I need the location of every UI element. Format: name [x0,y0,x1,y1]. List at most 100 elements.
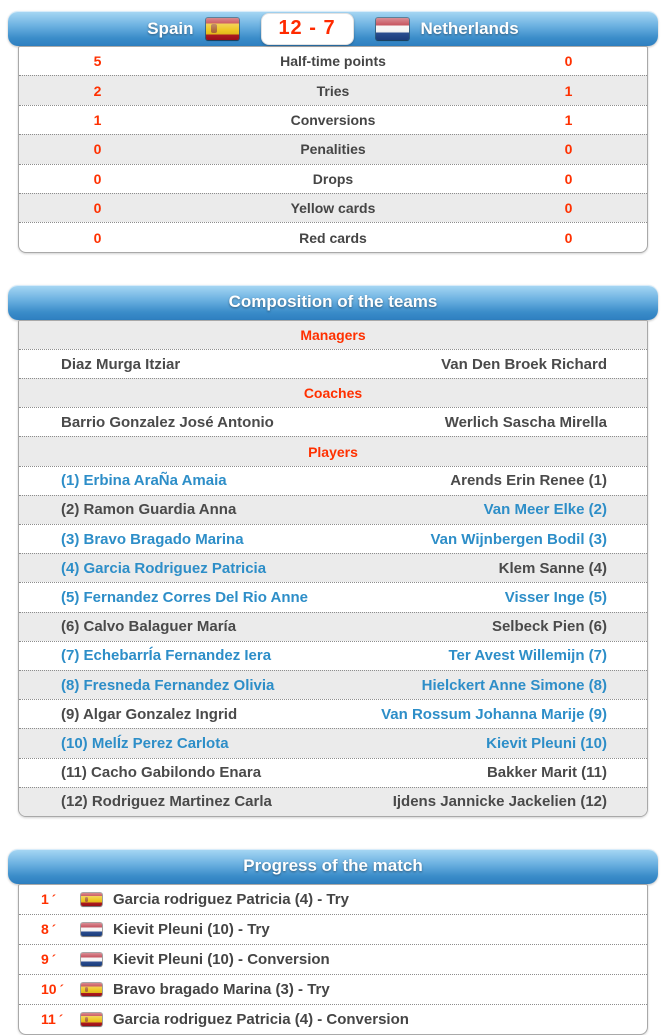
home-player-name: Barrio Gonzalez José Antonio [61,413,274,431]
away-player-name: Selbeck Pien (6) [491,618,607,636]
composition-row: (7) EchebarrÍa Fernandez Iera Ter Avest … [19,640,647,670]
away-player-name: Van Den Broek Richard [441,355,607,373]
away-stat-value: 0 [564,141,573,158]
composition-row: Barrio Gonzalez José Antonio Werlich Sas… [19,407,647,436]
home-player-name[interactable]: (4) Garcia Rodriguez Patricia [61,559,267,577]
away-player-name: Ijdens Jannicke Jackelien (12) [392,793,607,811]
home-player-name[interactable]: (7) EchebarrÍa Fernandez Iera [61,647,272,665]
scoreboard-header: Spain 12 - 7 Netherlands [8,11,658,46]
away-stat-value: 1 [564,82,573,99]
away-player-name: Bakker Marit (11) [486,764,607,782]
home-player-name: (12) Rodriguez Martinez Carla [61,793,272,811]
home-player-name: (11) Cacho Gabilondo Enara [61,764,262,782]
home-stat-value: 0 [93,141,102,158]
stats-row: 2 Tries 1 [19,75,647,105]
stat-label: Conversions [290,111,376,128]
away-player-name[interactable]: Visser Inge (5) [504,589,607,607]
composition-row: (3) Bravo Bragado Marina Van Wijnbergen … [19,524,647,553]
spain-flag-icon [81,1012,102,1026]
away-player-name[interactable]: Hielckert Anne Simone (8) [421,676,607,694]
away-team-name: Netherlands [420,18,519,38]
home-player-name[interactable]: (10) MelÍz Perez Carlota [61,734,229,752]
away-player-name[interactable]: Van Rossum Johanna Marije (9) [381,705,607,723]
home-player-name[interactable]: (1) Erbina AraÑa Amaia [61,472,227,490]
progress-row: 11 ´ Garcia rodriguez Patricia (4) - Conv… [19,1003,647,1034]
stat-label: Half-time points [280,53,386,70]
composition-row: Diaz Murga Itziar Van Den Broek Richard [19,348,647,378]
stats-row: 0 Yellow cards 0 [19,192,647,223]
composition-table: Managers Diaz Murga Itziar Van Den Broek… [18,319,648,817]
away-player-name: Werlich Sascha Mirella [444,413,607,431]
home-stat-value: 2 [93,82,102,99]
composition-row: (11) Cacho Gabilondo Enara Bakker Marit … [19,757,647,787]
progress-row: 8 ´ Kievit Pleuni (10) - Try [19,913,647,944]
event-description: Kievit Pleuni (10) - Conversion [113,950,330,968]
stats-row: 0 Drops 0 [19,163,647,193]
home-player-name[interactable]: (8) Fresneda Fernandez Olivia [61,676,275,694]
home-player-name: (2) Ramon Guardia Anna [61,501,237,519]
away-player-name[interactable]: Ter Avest Willemijn (7) [448,647,607,665]
home-stat-value: 1 [93,111,102,128]
progress-section: Progress of the match 1 ´ Garcia rodrigue… [0,848,666,1035]
stats-row: 5 Half-time points 0 [19,47,647,75]
spain-flag-icon [81,892,102,906]
event-description: Garcia rodriguez Patricia (4) - Try [113,890,349,908]
progress-title: Progress of the match [243,856,423,876]
away-player-name[interactable]: Kievit Pleuni (10) [486,734,607,752]
netherlands-flag-icon [81,952,102,966]
composition-title: Composition of the teams [228,292,438,312]
home-stat-value: 0 [93,200,102,217]
composition-row: (4) Garcia Rodriguez Patricia Klem Sanne… [19,553,647,583]
away-player-name: Arends Erin Renee (1) [450,472,607,490]
event-minute: 1 ´ [41,891,57,908]
stats-table: 5 Half-time points 0 2 Tries 1 1 Convers… [18,46,648,253]
netherlands-flag-icon [81,922,102,936]
composition-row: (1) Erbina AraÑa Amaia Arends Erin Renee… [19,465,647,495]
scoreboard-section: Spain 12 - 7 Netherlands 5 Half-time poi… [0,11,666,253]
stats-row: 1 Conversions 1 [19,104,647,134]
composition-row: (9) Algar Gonzalez Ingrid Van Rossum Joh… [19,699,647,728]
stat-label: Tries [316,82,350,99]
event-description: Bravo bragado Marina (3) - Try [113,980,330,998]
away-stat-value: 0 [564,53,573,70]
away-stat-value: 0 [564,170,573,187]
home-stat-value: 5 [93,53,102,70]
spain-flag-icon [81,982,102,996]
netherlands-flag-icon [375,17,409,40]
progress-row: 1 ´ Garcia rodriguez Patricia (4) - Try [19,885,647,914]
score-box: 12 - 7 [260,12,354,45]
home-player-name[interactable]: (3) Bravo Bragado Marina [61,530,244,548]
event-description: Garcia rodriguez Patricia (4) - Conversi… [113,1010,409,1028]
home-stat-value: 0 [93,170,102,187]
spain-flag-icon [205,17,239,40]
stat-label: Drops [312,170,354,187]
composition-row: (5) Fernandez Corres Del Rio Anne Visser… [19,582,647,611]
composition-row: (12) Rodriguez Martinez Carla Ijdens Jan… [19,786,647,816]
event-minute: 9 ´ [41,951,57,968]
progress-header: Progress of the match [8,848,658,884]
home-stat-value: 0 [93,229,102,246]
away-player-name[interactable]: Van Wijnbergen Bodil (3) [430,530,607,548]
away-player-name[interactable]: Van Meer Elke (2) [483,501,607,519]
composition-row: (2) Ramon Guardia Anna Van Meer Elke (2) [19,494,647,525]
progress-table: 1 ´ Garcia rodriguez Patricia (4) - Try 8… [18,883,648,1035]
event-minute: 10 ´ [41,981,64,998]
composition-row: (8) Fresneda Fernandez Olivia Hielckert … [19,669,647,700]
home-player-name: (9) Algar Gonzalez Ingrid [61,705,238,723]
away-stat-value: 1 [564,111,573,128]
event-description: Kievit Pleuni (10) - Try [113,920,270,938]
stat-label: Red cards [299,229,367,246]
composition-row: (10) MelÍz Perez Carlota Kievit Pleuni (… [19,728,647,758]
away-stat-value: 0 [564,229,573,246]
composition-subheader: Coaches [19,378,647,408]
stat-label: Yellow cards [290,200,376,217]
composition-subheader: Managers [19,320,647,349]
away-player-name: Klem Sanne (4) [498,559,607,577]
stats-row: 0 Penalities 0 [19,134,647,164]
progress-row: 9 ´ Kievit Pleuni (10) - Conversion [19,943,647,974]
composition-subheader: Players [19,436,647,466]
home-player-name[interactable]: (5) Fernandez Corres Del Rio Anne [61,589,308,607]
event-minute: 8 ´ [41,921,57,938]
stats-row: 0 Red cards 0 [19,222,647,251]
home-player-name: Diaz Murga Itziar [61,355,181,373]
